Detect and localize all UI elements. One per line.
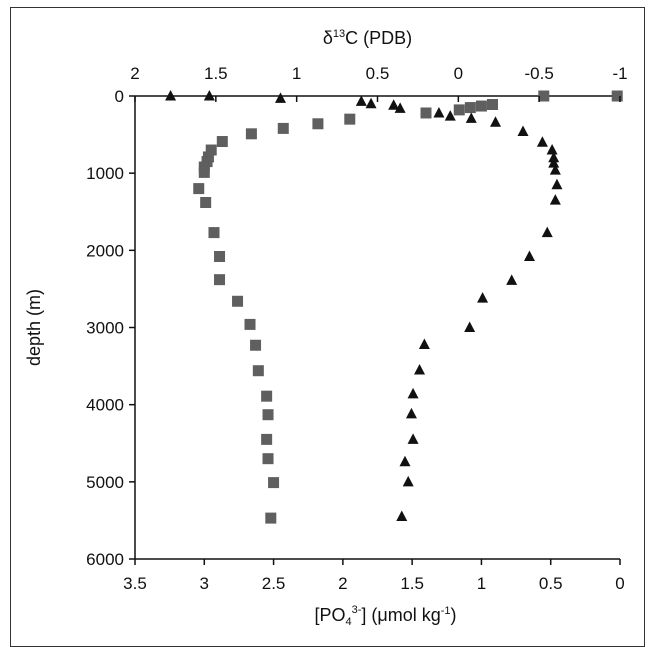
x-bottom-tick-label: 1.5 (400, 574, 424, 593)
x-bottom-title-subscript: 4 (345, 616, 351, 628)
data-point-triangle (465, 112, 477, 123)
data-point-square (250, 339, 262, 351)
data-point-triangle (523, 250, 535, 262)
data-point-triangle (399, 455, 411, 467)
data-point-square (216, 136, 228, 148)
data-marks (165, 90, 623, 524)
data-point-square (312, 118, 324, 130)
x-bottom-title-part: ) (451, 605, 457, 625)
data-point-triangle (548, 151, 560, 163)
x-bottom-title-superscript: 3- (352, 604, 362, 616)
y-tick-label: 3000 (86, 319, 124, 338)
y-axis-title: depth (m) (24, 289, 44, 366)
data-point-square (487, 98, 499, 110)
x-top-tick-label: -0.5 (525, 64, 554, 83)
x-bottom-tick-label: 0.5 (539, 574, 563, 593)
data-point-triangle (433, 106, 445, 118)
y-tick-label: 0 (115, 87, 124, 106)
data-point-square (214, 251, 226, 263)
x-bottom-tick-label: 0 (615, 574, 624, 593)
axis-titles: depth (m)[PO43-] (μmol kg-1)δ13C (PDB) (24, 28, 457, 628)
x-bottom-tick-label: 2.5 (262, 574, 286, 593)
x-top-title-superscript: 13 (333, 28, 345, 40)
x-top-tick-label: -1 (612, 64, 627, 83)
data-point-square (232, 295, 244, 307)
data-point-square (464, 102, 476, 114)
data-point-triangle (388, 99, 400, 110)
x-top-tick-label: 1 (292, 64, 301, 83)
data-point-square (420, 107, 432, 119)
data-point-triangle (355, 95, 367, 106)
data-point-square (344, 113, 356, 125)
data-point-triangle (394, 102, 406, 113)
data-point-triangle (536, 136, 548, 147)
data-point-triangle (407, 387, 419, 399)
x-top-tick-label: 1.5 (204, 64, 228, 83)
data-point-triangle (405, 407, 417, 419)
x-top-tick-label: 0.5 (366, 64, 390, 83)
y-tick-label: 2000 (86, 241, 124, 260)
y-tick-label: 6000 (86, 550, 124, 569)
data-point-square (244, 318, 256, 330)
data-point-square (475, 100, 487, 112)
x-top-tick-label: 2 (130, 64, 139, 83)
x-bottom-title-part: [PO (314, 605, 345, 625)
data-point-triangle (506, 274, 518, 285)
data-point-triangle (203, 90, 215, 101)
data-point-triangle (418, 338, 430, 349)
data-point-triangle (549, 194, 561, 205)
data-point-triangle (551, 178, 563, 190)
x-bottom-tick-label: 1 (477, 574, 486, 593)
data-point-square (261, 433, 273, 445)
data-point-triangle (464, 321, 476, 332)
data-point-triangle (477, 292, 489, 303)
data-point-square (205, 144, 217, 156)
x-bottom-tick-label: 2 (338, 574, 347, 593)
x-bottom-tick-label: 3.5 (123, 574, 147, 593)
data-point-square (245, 128, 257, 140)
data-point-triangle (275, 92, 286, 103)
data-point-square (261, 390, 273, 402)
data-point-triangle (402, 475, 414, 487)
y-tick-label: 5000 (86, 473, 124, 492)
data-point-square (265, 512, 277, 524)
data-point-triangle (414, 363, 426, 375)
x-top-tick-label: 0 (454, 64, 463, 83)
data-point-square (252, 365, 264, 377)
axis-ticks: 0 1000 2000 3000 4000 5000 6000 3.5 3 2.5 2 1.5 1 0.5… (86, 64, 627, 593)
data-point-triangle (396, 510, 408, 522)
x-bottom-title-superscript: -1 (441, 605, 451, 617)
y-tick-label: 1000 (86, 164, 124, 183)
data-point-square (538, 90, 550, 102)
data-point-square (193, 183, 205, 195)
data-point-triangle (541, 226, 553, 238)
data-point-square (262, 409, 274, 421)
data-point-triangle (490, 116, 502, 127)
x-bottom-title-part: ] (μmol kg (361, 605, 440, 625)
x-bottom-tick-label: 3 (200, 574, 209, 593)
data-point-square (277, 122, 289, 134)
x-top-axis-title: δ13C (PDB) (323, 28, 412, 48)
x-top-title-part: C (PDB) (345, 28, 412, 48)
data-point-square (208, 227, 220, 239)
data-point-triangle (407, 433, 419, 444)
data-point-triangle (548, 157, 560, 168)
data-point-square (262, 453, 274, 465)
data-point-triangle (444, 110, 456, 121)
data-point-triangle (517, 125, 529, 136)
x-bottom-axis-title: [PO43-] (μmol kg-1) (314, 604, 456, 628)
data-point-triangle (365, 97, 377, 109)
data-point-square (198, 166, 210, 178)
data-point-square (268, 477, 280, 489)
data-point-triangle (546, 144, 558, 155)
x-top-title-part: δ (323, 28, 333, 48)
data-point-square (200, 196, 212, 208)
y-tick-label: 4000 (86, 396, 124, 415)
data-point-square (611, 90, 623, 102)
data-point-square (453, 104, 465, 116)
data-point-triangle (549, 164, 561, 175)
data-point-square (214, 274, 226, 286)
data-point-triangle (165, 90, 177, 101)
